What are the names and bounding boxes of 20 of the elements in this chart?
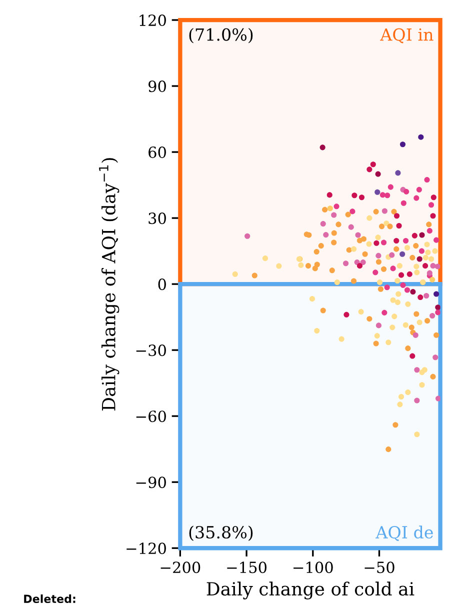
y-tick-label: 90 [148,80,166,92]
text: Deleted: [24,594,76,604]
annotation: (35.8%) [189,526,253,541]
x-tick-label: −50 [364,562,394,574]
y-tick-label: 120 [140,14,166,26]
annotation: (71.0%) [189,28,253,44]
annotation: AQI de [376,526,433,541]
x-axis-title: Daily change of cold ai [206,582,414,600]
x-tick-label: −150 [227,562,266,574]
y-tick-label: 0 [158,278,166,290]
y-axis-title: Daily change of AQI (day$^{−1}$) [99,158,120,410]
annotation: AQI in [380,28,434,44]
y-tick-label: −120 [126,542,166,554]
y-tick-label: −90 [136,476,166,488]
y-tick-label: −60 [136,410,166,422]
x-tick-label: −200 [160,562,200,574]
y-tick-label: 60 [148,146,166,158]
x-tick-label: −100 [294,562,333,574]
y-tick-label: −30 [136,344,166,356]
y-tick-label: 30 [148,212,166,224]
